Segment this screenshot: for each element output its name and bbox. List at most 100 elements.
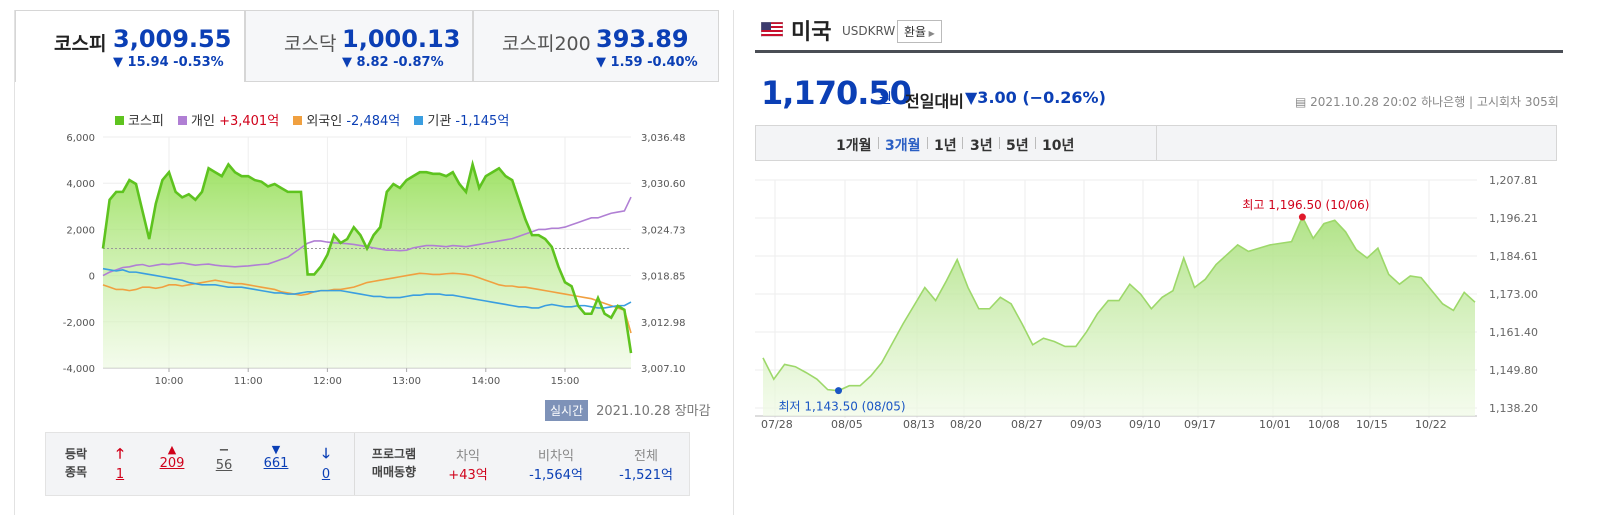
tab-kospi-value: 3,009.55 — [113, 25, 232, 53]
program-total-value: -1,521억 — [619, 468, 673, 483]
legend-individual-label: 개인 — [191, 114, 215, 129]
breadth-label-line1: 등락 — [64, 447, 88, 461]
legend-foreign-value: -2,484억 — [346, 114, 401, 129]
realtime-badge[interactable]: 실시간 — [545, 400, 589, 421]
compare-label: 전일대비 — [905, 92, 964, 111]
x-tick-label: 12:00 — [313, 376, 342, 387]
chart-timestamp: 2021.10.28 장마감 — [596, 404, 711, 419]
kospi-intraday-chart: 6,000 4,000 2,000 0 -2,000 -4,000 3,036.48 3,03… — [63, 133, 686, 387]
fx-x-tick-label: 09/10 — [1129, 418, 1161, 431]
quote-meta-text: 2021.10.28 20:02 하나은행 | 고시회차 305회 — [1310, 95, 1559, 109]
header-divider — [755, 50, 1563, 53]
breadth-upper-limit: 🡑 1 — [108, 443, 132, 482]
chart-legend: 코스피 개인 +3,401억 외국인 -2,484억 기관 -1,145억 — [115, 110, 519, 129]
upper-limit-arrow-icon: 🡑 — [116, 446, 124, 462]
tab-kospi200[interactable]: 코스피200 393.89 ▼ 1.59 -0.40% — [473, 10, 719, 82]
country-name: 미국 — [791, 20, 832, 45]
fx-min-label: 최저 1,143.50 (08/05) — [779, 400, 906, 414]
series-kospi-line — [101, 159, 633, 354]
breadth-label: 등락 종목 — [56, 445, 96, 481]
y-right-tick-label: 3,030.60 — [641, 179, 686, 190]
period-separator — [927, 137, 928, 149]
program-arbitrage: 차익 +43억 — [438, 445, 498, 483]
tab-kosdaq-name: 코스닥 — [284, 33, 337, 55]
y-right-tick-label: 3,012.98 — [641, 318, 686, 329]
breadth-lower-limit: 🡓 0 — [314, 443, 338, 482]
tab-kospi200-value: 393.89 — [596, 25, 689, 53]
market-index-panel: 코스피 3,009.55 ▼ 15.94 -0.53% 코스닥 1,000.13… — [14, 10, 734, 515]
chevron-right-icon: ▶ — [926, 29, 935, 38]
period-separator — [999, 137, 1000, 149]
tab-kospi[interactable]: 코스피 3,009.55 ▼ 15.94 -0.53% — [15, 10, 245, 82]
x-tick-label: 15:00 — [551, 376, 580, 387]
fx-x-tick-label: 10/22 — [1415, 418, 1447, 431]
market-breadth-box: 등락 종목 🡑 1 ▲ 209 − 56 ▼ 661 🡓 0 프로그램 매매동향 — [45, 432, 690, 496]
period-1m[interactable]: 1개월 — [836, 138, 872, 154]
breadth-divider — [354, 433, 355, 495]
arbitrage-value: +43억 — [448, 468, 488, 483]
legend-individual-swatch — [178, 116, 188, 125]
breadth-up: ▲ 209 — [154, 443, 190, 471]
legend-institution-label: 기관 — [427, 114, 452, 129]
timestamp-row: 실시간 2021.10.28 장마감 — [545, 400, 711, 421]
program-nonarbitrage: 비차익 -1,564억 — [516, 445, 596, 483]
exchange-price: 1,170.50 — [761, 74, 912, 112]
legend-institution: 기관 -1,145억 — [414, 114, 509, 129]
nonarbitrage-value: -1,564억 — [529, 468, 583, 483]
down-triangle-icon: ▼ — [271, 443, 281, 456]
flat-count[interactable]: 56 — [215, 458, 233, 473]
usdkrw-chart: 1,207.81 1,196.21 1,184.61 1,173.00 1,161.40… — [755, 174, 1538, 431]
down-count[interactable]: 661 — [263, 456, 289, 471]
tab-kospi200-name: 코스피200 — [502, 33, 591, 55]
x-tick-label: 14:00 — [471, 376, 500, 387]
tab-kospi200-change: ▼ 1.59 -0.40% — [596, 55, 698, 70]
period-3m[interactable]: 3개월 — [885, 138, 921, 154]
program-total: 전체 -1,521억 — [606, 445, 686, 483]
flat-dash-icon: − — [218, 443, 230, 458]
fx-x-tick-label: 08/20 — [950, 418, 982, 431]
fx-x-tick-label: 08/05 — [831, 418, 863, 431]
legend-foreign: 외국인 -2,484억 — [293, 114, 400, 129]
series-foreign-line — [102, 272, 632, 334]
legend-institution-value: -1,145억 — [455, 114, 510, 129]
lower-limit-arrow-icon: 🡓 — [322, 446, 330, 462]
legend-foreign-label: 외국인 — [306, 114, 343, 129]
upper-limit-count[interactable]: 1 — [115, 467, 125, 482]
nonarbitrage-label: 비차익 — [538, 449, 574, 464]
kospi-area — [103, 164, 631, 368]
period-5y[interactable]: 5년 — [1006, 138, 1029, 154]
fx-x-tick-label: 09/03 — [1070, 418, 1102, 431]
period-10y[interactable]: 10년 — [1042, 138, 1075, 154]
lower-limit-count[interactable]: 0 — [321, 467, 331, 482]
y-left-tick-label: 0 — [89, 272, 95, 283]
tab-kospi-name: 코스피 — [54, 33, 107, 55]
us-flag-icon — [761, 22, 783, 37]
period-3y[interactable]: 3년 — [970, 138, 993, 154]
fx-area — [763, 217, 1475, 416]
tab-kosdaq[interactable]: 코스닥 1,000.13 ▼ 8.82 -0.87% — [245, 10, 473, 82]
fx-button[interactable]: 환율 ▶ — [897, 20, 942, 43]
currency-code: USDKRW — [842, 24, 896, 38]
fx-y-tick-label: 1,207.81 — [1489, 174, 1538, 187]
legend-kospi: 코스피 — [115, 114, 164, 129]
fx-x-tick-label: 07/28 — [761, 418, 793, 431]
fx-max-label: 최고 1,196.50 (10/06) — [1242, 198, 1369, 212]
fx-line — [762, 215, 1476, 392]
fx-x-tick-label: 08/13 — [903, 418, 935, 431]
y-left-tick-label: -2,000 — [63, 318, 95, 329]
tab-kosdaq-value: 1,000.13 — [342, 25, 461, 53]
fx-y-tick-label: 1,161.40 — [1489, 326, 1538, 339]
fx-button-label: 환율 — [904, 25, 927, 39]
fx-x-tick-label: 08/27 — [1011, 418, 1043, 431]
up-count[interactable]: 209 — [159, 456, 185, 471]
period-separator — [1035, 137, 1036, 149]
period-1y[interactable]: 1년 — [934, 138, 957, 154]
legend-individual: 개인 +3,401억 — [178, 114, 279, 129]
series-institution-line — [102, 267, 632, 309]
program-label: 프로그램 매매동향 — [364, 445, 424, 481]
fx-y-tick-label: 1,149.80 — [1489, 364, 1538, 377]
fx-x-tick-label: 09/17 — [1184, 418, 1216, 431]
calendar-icon: ▤ — [1295, 95, 1311, 109]
breadth-down: ▼ 661 — [258, 443, 294, 471]
breadth-label-line2: 종목 — [64, 465, 88, 479]
